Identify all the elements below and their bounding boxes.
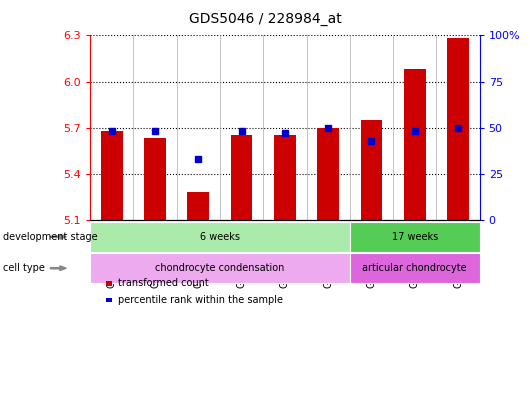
Bar	[188, 192, 209, 220]
Text: cell type: cell type	[3, 263, 45, 273]
Text: chondrocyte condensation: chondrocyte condensation	[155, 263, 285, 273]
Bar	[231, 136, 252, 220]
Bar	[317, 128, 339, 220]
Bar	[101, 131, 122, 220]
Text: articular chondrocyte: articular chondrocyte	[363, 263, 467, 273]
Text: GDS5046 / 228984_at: GDS5046 / 228984_at	[189, 12, 341, 26]
Text: 17 weeks: 17 weeks	[392, 232, 438, 242]
Text: development stage: development stage	[3, 232, 98, 242]
Bar	[447, 39, 469, 220]
Bar	[144, 138, 166, 220]
Text: percentile rank within the sample: percentile rank within the sample	[118, 295, 282, 305]
Text: transformed count: transformed count	[118, 278, 208, 288]
Bar	[360, 120, 382, 220]
Text: 6 weeks: 6 weeks	[200, 232, 240, 242]
Bar	[404, 69, 426, 220]
Bar	[274, 136, 296, 220]
